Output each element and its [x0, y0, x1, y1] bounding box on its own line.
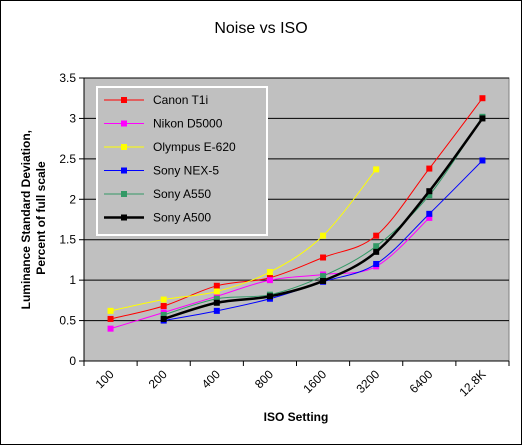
- y-axis-ticks: 0 0.5 1 1.5 2 2.5 3 3.5: [59, 71, 85, 368]
- y-axis-label: Luminance Standard Deviation, Percent of…: [19, 127, 48, 310]
- series-sony-a500: [160, 115, 486, 322]
- data-point-olympus-e-620: [107, 307, 114, 314]
- data-point-canon-t1i: [213, 282, 220, 289]
- y-tick-label: 1.5: [59, 233, 76, 247]
- data-point-sony-nex-5: [426, 210, 433, 217]
- y-tick-label: 0: [69, 354, 76, 368]
- data-point-sony-a500: [213, 299, 220, 306]
- legend: Canon T1i Nikon D5000 Olympus E-620 Sony NE…: [96, 86, 268, 236]
- data-point-sony-a500: [479, 115, 486, 122]
- data-point-olympus-e-620: [160, 296, 167, 303]
- data-point-sony-nex-5: [479, 157, 486, 164]
- series-olympus-e-620: [107, 166, 380, 314]
- chart-title: Noise vs ISO: [214, 20, 307, 37]
- legend-label: Nikon D5000: [153, 117, 223, 131]
- data-point-canon-t1i: [160, 303, 167, 310]
- data-point-sony-a500: [373, 248, 380, 255]
- legend-label: Sony A500: [153, 211, 211, 225]
- data-point-olympus-e-620: [213, 288, 220, 295]
- data-point-sony-a550: [373, 243, 380, 250]
- data-point-nikon-d5000: [426, 214, 433, 221]
- data-point-canon-t1i: [426, 165, 433, 172]
- legend-label: Canon T1i: [153, 93, 208, 107]
- legend-swatch-marker: [121, 167, 127, 174]
- data-point-sony-a500: [426, 188, 433, 195]
- data-point-canon-t1i: [107, 315, 114, 322]
- legend-label: Sony NEX-5: [153, 164, 219, 178]
- data-point-sony-a500: [320, 277, 327, 284]
- legend-label: Olympus E-620: [153, 140, 236, 154]
- data-point-olympus-e-620: [373, 166, 380, 173]
- legend-swatch-marker: [121, 214, 127, 221]
- data-point-sony-a500: [160, 315, 167, 322]
- legend-item-olympus-e-620: Olympus E-620: [104, 140, 236, 154]
- data-point-canon-t1i: [479, 95, 486, 102]
- data-point-sony-a550: [160, 311, 167, 318]
- series-layer: [107, 95, 486, 332]
- x-axis-label: ISO Setting: [264, 410, 329, 424]
- data-point-olympus-e-620: [320, 232, 327, 239]
- y-tick-label: 2: [69, 192, 76, 206]
- legend-swatch-marker: [121, 191, 127, 197]
- legend-swatch-marker: [121, 97, 127, 103]
- data-point-nikon-d5000: [107, 325, 114, 332]
- legend-swatch-marker: [121, 144, 127, 150]
- data-point-sony-a550: [320, 273, 327, 280]
- legend-box: [96, 86, 268, 236]
- legend-label: Sony A550: [153, 187, 211, 201]
- y-tick-label: 0.5: [59, 314, 76, 328]
- y-tick-label: 3.5: [59, 71, 76, 85]
- data-point-sony-nex-5: [213, 307, 220, 314]
- legend-item-sony-nex-5: Sony NEX-5: [104, 164, 219, 178]
- legend-swatch-marker: [121, 120, 127, 127]
- y-tick-label: 2.5: [59, 152, 76, 166]
- y-axis-label-line-2: Percent of full scale: [34, 161, 48, 275]
- data-point-olympus-e-620: [266, 269, 273, 276]
- data-point-sony-nex-5: [373, 260, 380, 267]
- data-point-canon-t1i: [373, 232, 380, 239]
- data-point-sony-a550: [213, 295, 220, 302]
- legend-item-canon-t1i: Canon T1i: [104, 93, 208, 107]
- data-point-canon-t1i: [320, 254, 327, 261]
- data-point-sony-a550: [426, 192, 433, 199]
- legend-item-sony-a550: Sony A550: [104, 187, 211, 201]
- y-tick-label: 3: [69, 111, 76, 125]
- legend-item-sony-a500: Sony A500: [104, 211, 211, 225]
- data-point-nikon-d5000: [266, 277, 273, 284]
- data-point-sony-a500: [266, 293, 273, 300]
- y-tick-label: 1: [69, 273, 76, 287]
- legend-item-nikon-d5000: Nikon D5000: [104, 117, 223, 131]
- y-axis-label-line-1: Luminance Standard Deviation,: [19, 130, 33, 309]
